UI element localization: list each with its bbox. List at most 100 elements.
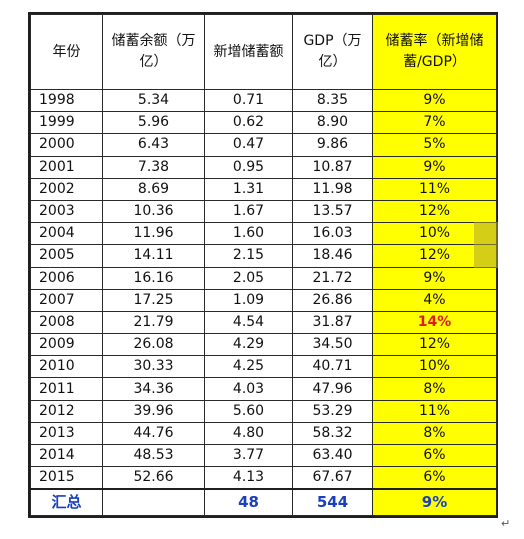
table-row: 2008 21.79 4.54 31.87 14% — [30, 310, 497, 335]
cell-savings-rate: 6% — [372, 466, 497, 490]
cell-new-savings: 2.05 — [204, 266, 293, 290]
cell-new-savings: 1.60 — [204, 222, 293, 246]
cell-gdp: 10.87 — [292, 155, 373, 179]
cell-year: 2007 — [30, 288, 103, 312]
cell-gdp: 18.46 — [292, 244, 373, 268]
cell-gdp: 16.03 — [292, 222, 373, 246]
return-mark: ↵ — [501, 517, 511, 530]
cell-new-savings: 2.15 — [204, 244, 293, 268]
table-row: 2011 34.36 4.03 47.96 8% — [30, 377, 497, 401]
cell-year: 2000 — [30, 133, 103, 157]
cell-year: 2011 — [30, 377, 103, 401]
table-row: 2013 44.76 4.80 58.32 8% — [30, 421, 497, 446]
cell-year: 2002 — [30, 177, 103, 201]
cell-year: 2010 — [30, 355, 103, 379]
cell-new-savings: 1.09 — [204, 288, 293, 312]
cell-savings-balance: 52.66 — [102, 466, 205, 490]
cell-savings-balance: 8.69 — [102, 177, 205, 201]
cell-savings-rate: 14% — [372, 310, 497, 335]
cell-year: 1999 — [30, 111, 103, 135]
cell-savings-balance: 39.96 — [102, 399, 205, 423]
table-row: 2004 11.96 1.60 16.03 10% — [30, 222, 497, 246]
cell-savings-balance: 6.43 — [102, 133, 205, 157]
header-new-savings: 新增储蓄额 — [204, 14, 293, 90]
cell-year: 2004 — [30, 222, 103, 246]
table-row: 2007 17.25 1.09 26.86 4% — [30, 288, 497, 312]
total-gdp: 544 — [292, 488, 373, 517]
cell-new-savings: 0.71 — [204, 88, 293, 113]
cell-gdp: 58.32 — [292, 421, 373, 446]
cell-savings-rate: 7% — [372, 111, 497, 135]
header-year: 年份 — [30, 14, 103, 90]
cell-savings-rate: 8% — [372, 421, 497, 446]
cell-new-savings: 4.29 — [204, 333, 293, 357]
table-body: 1998 5.34 0.71 8.35 9% 1999 5.96 0.62 8.90 7% 2000… — [30, 88, 497, 490]
cell-gdp: 9.86 — [292, 133, 373, 157]
cell-gdp: 21.72 — [292, 266, 373, 290]
cell-year: 2009 — [30, 333, 103, 357]
cell-gdp: 8.35 — [292, 88, 373, 113]
cell-savings-balance: 21.79 — [102, 310, 205, 335]
cell-new-savings: 1.31 — [204, 177, 293, 201]
cell-savings-balance: 48.53 — [102, 443, 205, 468]
cell-savings-balance: 34.36 — [102, 377, 205, 401]
cell-year: 2014 — [30, 443, 103, 468]
cell-year: 2006 — [30, 266, 103, 290]
cell-year: 2008 — [30, 310, 103, 335]
cell-savings-balance: 30.33 — [102, 355, 205, 379]
cell-new-savings: 4.54 — [204, 310, 293, 335]
cell-savings-balance: 11.96 — [102, 222, 205, 246]
cell-year: 2015 — [30, 466, 103, 490]
header-gdp: GDP（万亿） — [292, 14, 373, 90]
cell-savings-balance: 5.34 — [102, 88, 205, 113]
table-row: 2006 16.16 2.05 21.72 9% — [30, 266, 497, 290]
table-row: 1999 5.96 0.62 8.90 7% — [30, 111, 497, 135]
cell-new-savings: 0.95 — [204, 155, 293, 179]
cell-gdp: 31.87 — [292, 310, 373, 335]
cell-new-savings: 4.25 — [204, 355, 293, 379]
header-savings-balance: 储蓄余额（万亿） — [102, 14, 205, 90]
table-row: 2002 8.69 1.31 11.98 11% — [30, 177, 497, 201]
cell-new-savings: 1.67 — [204, 199, 293, 224]
cell-savings-balance: 17.25 — [102, 288, 205, 312]
cell-year: 2005 — [30, 244, 103, 268]
cell-year: 1998 — [30, 88, 103, 113]
header-row: 年份 储蓄余额（万亿） 新增储蓄额 GDP（万亿） 储蓄率（新增储蓄/GDP） — [30, 14, 497, 90]
savings-table: 年份 储蓄余额（万亿） 新增储蓄额 GDP（万亿） 储蓄率（新增储蓄/GDP） … — [30, 14, 497, 517]
total-new-savings: 48 — [204, 488, 293, 517]
cell-new-savings: 4.13 — [204, 466, 293, 490]
table-row: 1998 5.34 0.71 8.35 9% — [30, 88, 497, 113]
table-row: 2005 14.11 2.15 18.46 12% — [30, 244, 497, 268]
total-balance — [102, 488, 205, 517]
table-row: 2015 52.66 4.13 67.67 6% — [30, 466, 497, 490]
cell-gdp: 67.67 — [292, 466, 373, 490]
table-row: 2010 30.33 4.25 40.71 10% — [30, 355, 497, 379]
savings-table-frame: 年份 储蓄余额（万亿） 新增储蓄额 GDP（万亿） 储蓄率（新增储蓄/GDP） … — [28, 12, 498, 519]
cell-year: 2013 — [30, 421, 103, 446]
cell-year: 2012 — [30, 399, 103, 423]
cell-savings-balance: 5.96 — [102, 111, 205, 135]
cell-savings-balance: 16.16 — [102, 266, 205, 290]
cell-savings-balance: 10.36 — [102, 199, 205, 224]
table-row: 2001 7.38 0.95 10.87 9% — [30, 155, 497, 179]
cell-new-savings: 0.47 — [204, 133, 293, 157]
cell-new-savings: 4.03 — [204, 377, 293, 401]
cell-new-savings: 5.60 — [204, 399, 293, 423]
cell-new-savings: 4.80 — [204, 421, 293, 446]
cell-gdp: 26.86 — [292, 288, 373, 312]
scan-shadow — [474, 222, 498, 268]
total-label: 汇总 — [30, 488, 103, 517]
cell-gdp: 63.40 — [292, 443, 373, 468]
cell-savings-rate: 11% — [372, 399, 497, 423]
cell-gdp: 13.57 — [292, 199, 373, 224]
cell-gdp: 47.96 — [292, 377, 373, 401]
cell-savings-balance: 14.11 — [102, 244, 205, 268]
header-savings-rate: 储蓄率（新增储蓄/GDP） — [372, 14, 497, 90]
table-row: 2003 10.36 1.67 13.57 12% — [30, 199, 497, 224]
cell-gdp: 34.50 — [292, 333, 373, 357]
cell-gdp: 40.71 — [292, 355, 373, 379]
cell-savings-rate: 9% — [372, 155, 497, 179]
cell-savings-rate: 4% — [372, 288, 497, 312]
total-savings-rate: 9% — [372, 488, 497, 517]
cell-savings-rate: 12% — [372, 333, 497, 357]
